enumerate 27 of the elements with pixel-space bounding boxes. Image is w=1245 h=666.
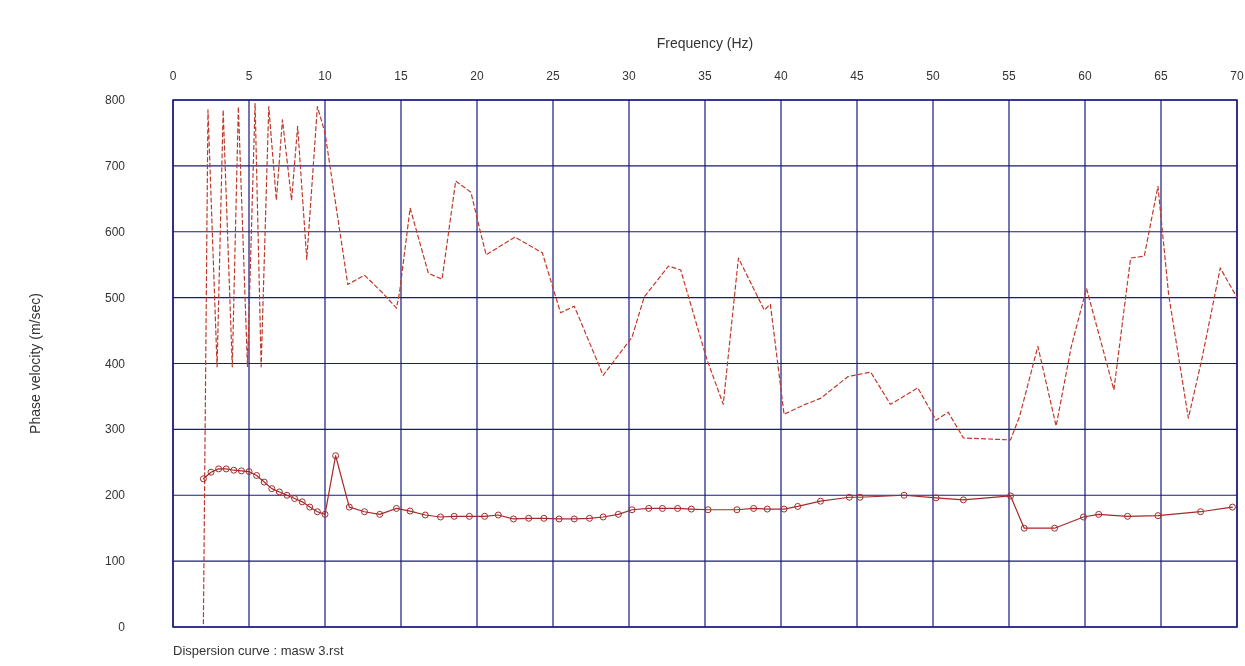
y-tick-label: 600 — [104, 224, 126, 239]
y-tick-label: 400 — [104, 356, 126, 371]
x-tick-label: 0 — [169, 69, 177, 83]
x-tick-label: 10 — [318, 69, 332, 83]
text: Dispersion curve : masw 3.rst — [173, 643, 344, 658]
x-tick-label: 65 — [1154, 69, 1168, 83]
y-tick-label: 100 — [104, 554, 126, 569]
y-tick-label: 800 — [104, 93, 126, 107]
x-tick-label: 15 — [394, 69, 408, 83]
x-tick-label: 60 — [1078, 69, 1092, 83]
y-tick-label: 200 — [104, 488, 126, 503]
x-tick-label: 20 — [470, 69, 484, 83]
y-tick-label: 0 — [118, 620, 126, 634]
x-axis-title: Frequency (Hz) — [656, 35, 754, 51]
y-tick-label: 500 — [104, 290, 126, 305]
y-tick-label: 700 — [104, 158, 126, 173]
x-tick-label: 30 — [622, 69, 636, 83]
x-tick-label: 55 — [1002, 69, 1016, 83]
y-axis-title: Phase velocity (m/sec) — [27, 293, 43, 434]
x-tick-label: 70 — [1230, 69, 1244, 83]
y-tick-label: 300 — [104, 422, 126, 437]
x-tick-label: 25 — [546, 69, 560, 83]
x-tick-label: 35 — [698, 69, 712, 83]
x-tick-label: 50 — [926, 69, 940, 83]
x-tick-label: 45 — [850, 69, 864, 83]
x-tick-label: 40 — [774, 69, 788, 83]
x-tick-label: 5 — [245, 69, 253, 83]
